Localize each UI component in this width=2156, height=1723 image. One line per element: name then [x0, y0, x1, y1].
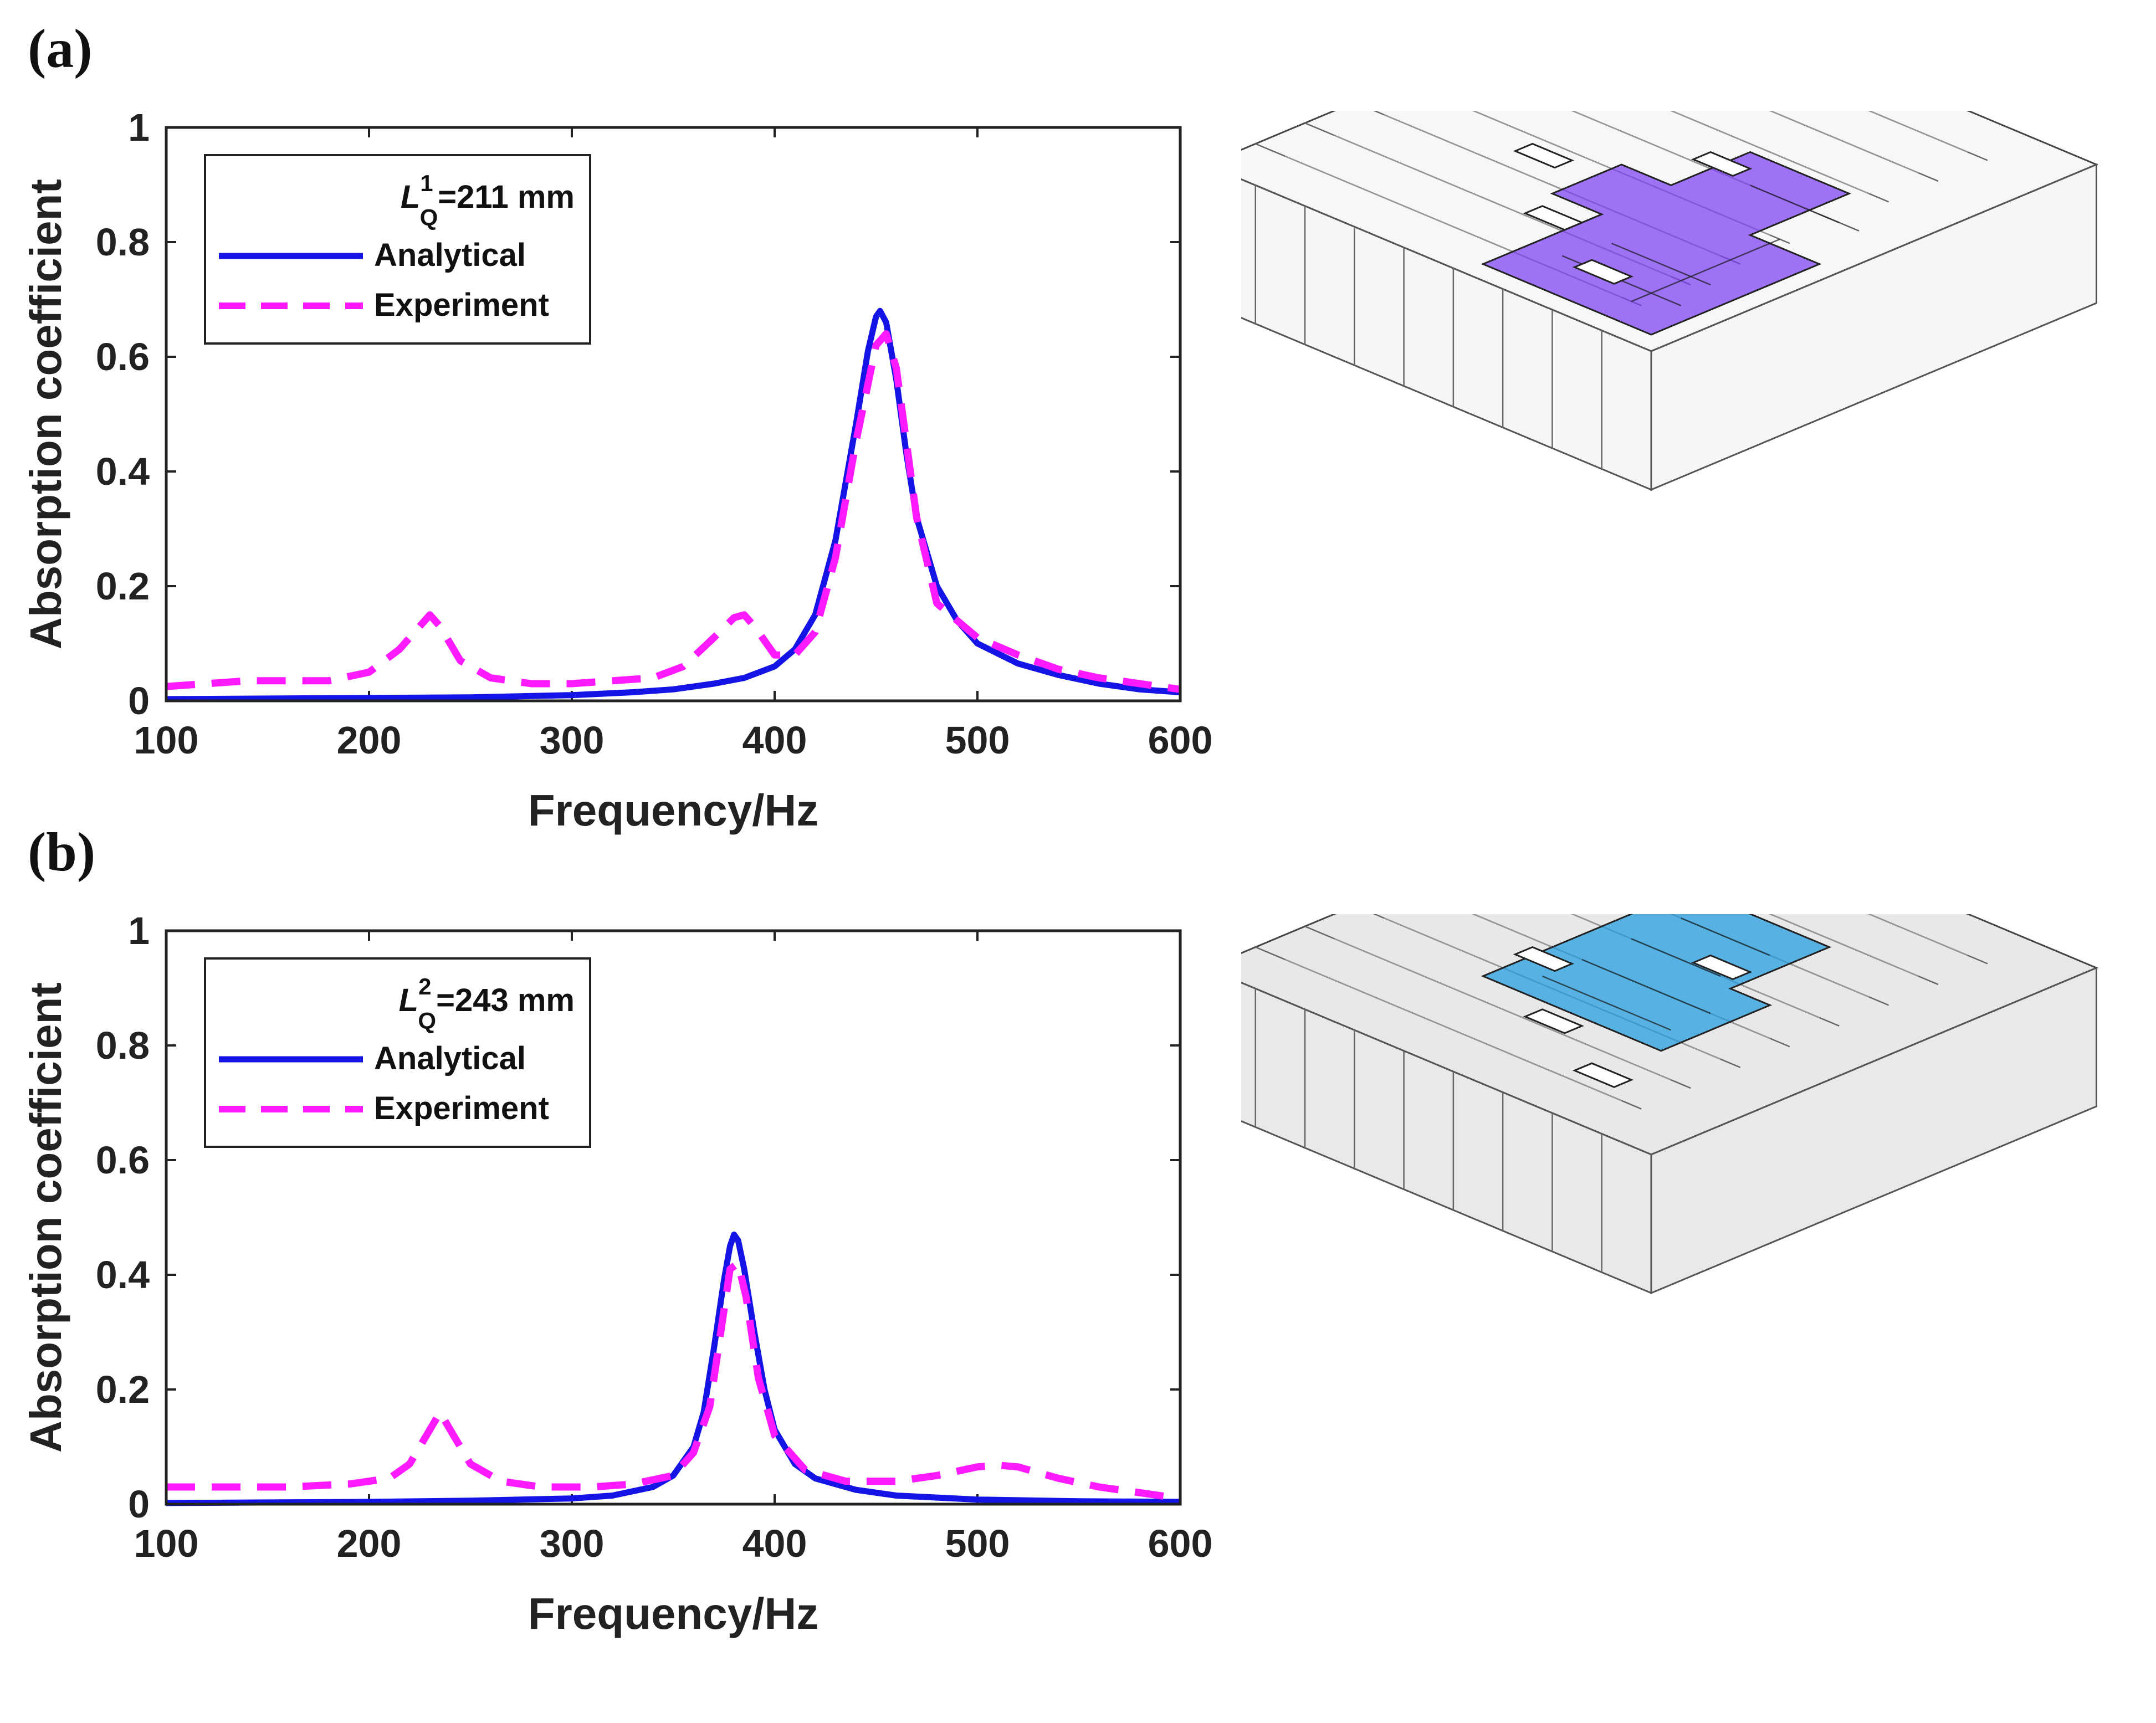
legend-title: L1 Q=211 mm — [401, 170, 575, 230]
y-tick-label: 0.6 — [96, 335, 150, 378]
x-tick-label: 200 — [337, 1522, 402, 1565]
series-line-analytical — [166, 1232, 1181, 1506]
y-tick-label: 1 — [128, 909, 150, 952]
panel-label-a: (a) — [28, 18, 93, 79]
x-tick-label: 400 — [742, 719, 807, 762]
neck-opening — [1513, 946, 1575, 972]
highlighted-channel-wall — [1750, 184, 1860, 232]
channel-wall-inner — [1769, 111, 1919, 173]
x-tick-label: 400 — [742, 1522, 807, 1565]
x-axis-label: Frequency/Hz — [528, 786, 819, 835]
y-tick-label: 0.6 — [96, 1139, 150, 1182]
neck-opening — [1523, 1008, 1584, 1034]
x-tick-label: 100 — [134, 719, 199, 762]
neck-opening — [1513, 142, 1575, 169]
structure-illustration-a — [1241, 111, 2099, 491]
y-tick-label: 0.2 — [96, 1368, 150, 1411]
series-line-experiment — [166, 330, 1181, 693]
legend-label-analytical: Analytical — [374, 1040, 526, 1076]
x-tick-label: 300 — [540, 719, 605, 762]
highlighted-channel-wall — [1611, 243, 1711, 286]
series-line-analytical — [166, 307, 1181, 702]
x-tick-label: 500 — [945, 1522, 1010, 1565]
front-left-face — [1650, 163, 2098, 491]
legend-box — [204, 154, 591, 345]
chart-b: 100 200 300 400 500 600 0 0.2 0.4 0.6 0.8 1 Frequenc… — [21, 909, 1213, 1638]
channel-wall-inner — [1334, 938, 1672, 1081]
axes-box — [165, 929, 1182, 1506]
neck-opening — [1691, 954, 1753, 981]
chart-a: 100 200 300 400 500 600 0 0.2 0.4 0.6 0.8 1 Frequenc… — [21, 106, 1213, 835]
highlighted-channel-wall — [1681, 917, 1770, 956]
highlighted-channel-region — [1481, 914, 1832, 1052]
channel-wall-inner — [1868, 914, 1968, 956]
y-tick-label: 0.4 — [96, 1253, 150, 1296]
channel-wall-inner — [1284, 959, 1622, 1101]
neck-opening — [1523, 205, 1584, 231]
channel-wall-inner — [1670, 111, 1870, 194]
legend-box — [204, 957, 591, 1148]
highlighted-channel-wall — [1581, 958, 1711, 1014]
y-tick-label: 1 — [128, 106, 150, 149]
x-tick-label: 200 — [337, 719, 402, 762]
neck-opening — [1691, 151, 1753, 177]
y-tick-label: 0.2 — [96, 565, 150, 608]
highlighted-channel-wall — [1631, 238, 1780, 302]
channel-wall-inner — [1868, 111, 1968, 153]
neck-opening — [1572, 259, 1634, 285]
neck-opening — [1572, 1062, 1634, 1088]
y-tick-label: 0 — [128, 679, 150, 722]
series-line-experiment — [166, 1259, 1181, 1503]
channel-wall-inner — [1769, 914, 1919, 977]
y-tick-label: 0.8 — [96, 1024, 150, 1067]
highlighted-channel-wall — [1542, 975, 1672, 1031]
y-axis-label: Absorption coefficient — [21, 982, 70, 1453]
front-left-face — [1650, 966, 2098, 1295]
legend-title: L2 Q=243 mm — [399, 973, 575, 1034]
legend-label-experiment: Experiment — [374, 287, 549, 323]
highlighted-channel-region — [1481, 151, 1851, 336]
y-tick-label: 0.8 — [96, 220, 150, 264]
panel-label-b: (b) — [28, 821, 96, 883]
highlighted-channel-wall — [1631, 938, 1721, 977]
legend-label-analytical: Analytical — [374, 237, 526, 273]
x-tick-label: 100 — [134, 1522, 199, 1565]
x-tick-label: 300 — [540, 1522, 605, 1565]
y-tick-label: 0.4 — [96, 450, 150, 493]
legend-label-experiment: Experiment — [374, 1090, 549, 1126]
y-tick-label: 0 — [128, 1483, 150, 1526]
structure-illustration-b — [1241, 914, 2099, 1295]
x-tick-label: 500 — [945, 719, 1010, 762]
x-tick-label: 600 — [1148, 1522, 1213, 1565]
x-tick-label: 600 — [1148, 719, 1213, 762]
y-axis-label: Absorption coefficient — [21, 179, 70, 649]
x-axis-label: Frequency/Hz — [528, 1589, 819, 1638]
axes-box — [165, 126, 1182, 702]
